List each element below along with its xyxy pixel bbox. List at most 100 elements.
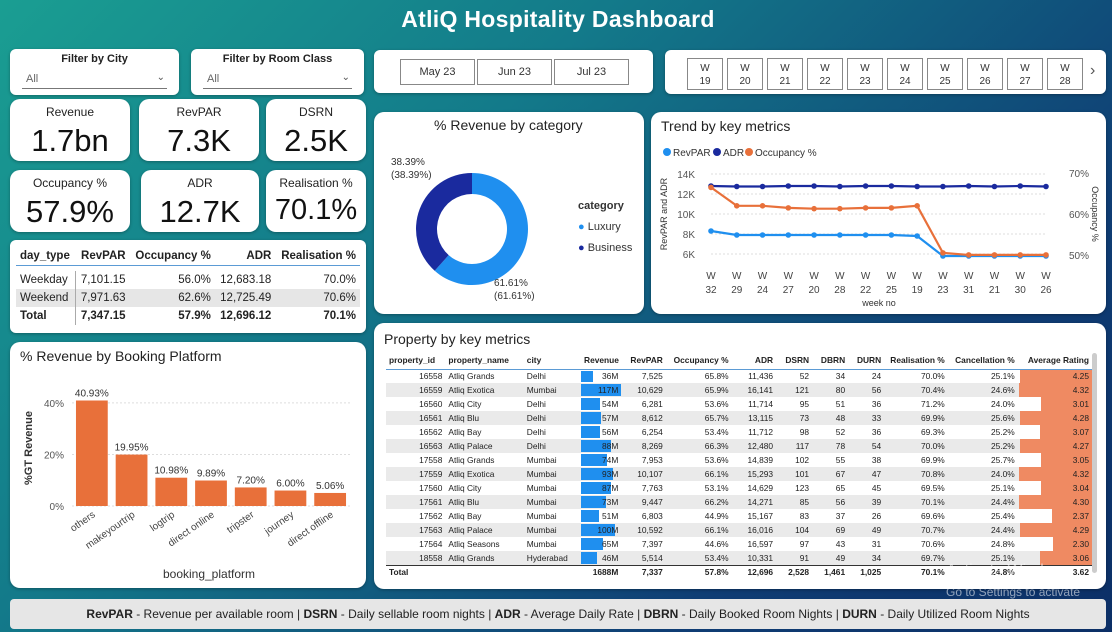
bar-makeyourtrip — [115, 454, 148, 506]
x-tick-prefix: W — [964, 271, 974, 282]
table-cell: 70.0% — [921, 371, 945, 382]
column-header[interactable]: Average Rating — [1027, 354, 1089, 365]
room-class-dropdown[interactable]: All ⌄ — [203, 72, 352, 89]
table-cell: Atliq City — [448, 399, 482, 409]
table-cell: 66.3% — [665, 439, 732, 453]
column-header[interactable]: DSRN — [785, 354, 810, 365]
week-button[interactable]: W 23 — [847, 58, 883, 90]
table-cell: 93M — [581, 467, 622, 481]
legend-label: Business — [587, 242, 633, 254]
column-header[interactable]: property_name — [448, 354, 509, 365]
column-header[interactable]: ADR — [754, 354, 774, 365]
series-point — [1017, 252, 1024, 258]
kpi-occupancy: Occupancy % 57.9% — [10, 170, 130, 232]
week-button[interactable]: W 25 — [927, 58, 963, 90]
rating-bar — [1040, 551, 1092, 565]
column-header[interactable]: Realisation % — [890, 354, 945, 365]
table-cell: 10,592 — [621, 523, 666, 537]
city-dropdown[interactable]: All ⌄ — [22, 72, 167, 89]
table-cell: 9,447 — [621, 495, 666, 509]
table-cell: 25.2% — [990, 427, 1015, 437]
table-cell: 121 — [776, 383, 813, 397]
table-cell: 117 — [776, 439, 813, 453]
kpi-adr: ADR 12.7K — [141, 170, 259, 232]
table-cell: 26 — [871, 511, 882, 521]
table-cell: 65.9% — [665, 383, 732, 397]
trend-line-chart: RevPAR ADR Occupancy % 14K 12K 10K 8K 6K 70% 60% 5… — [659, 148, 1100, 308]
week-prefix: W — [1060, 63, 1070, 74]
dash: - — [337, 607, 349, 621]
column-header[interactable]: property_id — [389, 354, 436, 365]
table-cell: 104 — [776, 523, 813, 537]
label-value: 61.61% — [494, 278, 528, 289]
room-class-filter[interactable]: Filter by Room Class All ⌄ — [191, 49, 364, 95]
week-button[interactable]: W 21 — [767, 58, 803, 90]
table-cell: 11,712 — [748, 427, 774, 437]
series-point — [888, 183, 895, 189]
table-cell: 52 — [835, 427, 846, 437]
table-cell: 16560 — [419, 399, 443, 409]
table-cell: 53.1% — [704, 483, 729, 493]
legend-marker — [745, 148, 753, 156]
week-number: 27 — [1019, 76, 1031, 87]
legend-item-luxury[interactable]: ● Luxury — [578, 221, 621, 233]
table-cell: 6,281 — [641, 399, 663, 409]
table-cell: 70.1% — [921, 567, 945, 578]
separator: | — [633, 607, 644, 621]
month-button[interactable]: May 23 — [400, 59, 475, 85]
week-button[interactable]: W 19 — [687, 58, 723, 90]
column-header[interactable]: city — [526, 354, 542, 365]
week-button[interactable]: W 20 — [727, 58, 763, 90]
y2-axis-title: Occupancy % — [1090, 186, 1100, 242]
column-header[interactable]: Occupancy % — [673, 354, 729, 365]
rating-bar — [1019, 411, 1092, 425]
table-row: Weekend 7,971.63 62.6% 12,725.49 70.6% — [16, 289, 360, 307]
series-point — [785, 232, 792, 238]
x-tick-label: 23 — [937, 285, 949, 296]
column-header[interactable]: Revenue — [584, 354, 619, 365]
city-dropdown-value: All — [26, 73, 39, 85]
table-cell: 53.6% — [704, 399, 729, 409]
table-cell: 1688M — [592, 567, 619, 578]
revenue-bar — [581, 496, 607, 508]
table-cell: 2,528 — [788, 567, 810, 578]
table-row: 16563 Atliq Palace Delhi 88M 8,269 66.3% 12,48… — [386, 439, 1092, 453]
legend-item-business[interactable]: ● Business — [578, 242, 633, 254]
table-cell: 25.7% — [990, 455, 1015, 465]
week-button[interactable]: W 27 — [1007, 58, 1043, 90]
rating-value: 3.06 — [1072, 552, 1089, 563]
table-cell: 80 — [812, 383, 849, 397]
column-header[interactable]: DURN — [856, 354, 882, 365]
data-label: 40.93% — [75, 388, 109, 399]
week-button[interactable]: W 26 — [967, 58, 1003, 90]
legend-label: Luxury — [587, 221, 621, 233]
x-tick-prefix: W — [1016, 271, 1026, 282]
table-cell: Weekend — [16, 289, 76, 307]
watermark-line1: Activate Windows — [946, 562, 1073, 579]
week-button[interactable]: W 28 — [1047, 58, 1083, 90]
week-button[interactable]: W 22 — [807, 58, 843, 90]
month-button[interactable]: Jun 23 — [477, 59, 552, 85]
revenue-value: 93M — [602, 469, 619, 479]
week-button[interactable]: W 24 — [887, 58, 923, 90]
chart-title: Property by key metrics — [384, 331, 531, 347]
column-header[interactable]: Cancellation % — [955, 354, 1015, 365]
column-header[interactable]: RevPAR — [630, 354, 663, 365]
table-cell: 66.1% — [665, 467, 732, 481]
table-total-row: Total 1688M 7,337 57.8% 12,696 2,528 1,461 1,02… — [386, 565, 1092, 579]
table-cell: 4.32 — [1017, 383, 1092, 397]
x-axis-title: week no — [861, 298, 896, 308]
kpi-value: 1.7bn — [31, 123, 109, 158]
table-cell: 25.6% — [947, 411, 1018, 425]
month-button[interactable]: Jul 23 — [554, 59, 629, 85]
table-cell: 70.4% — [884, 383, 948, 397]
vertical-scrollbar[interactable] — [1092, 353, 1097, 573]
series-point — [940, 250, 946, 256]
chevron-right-icon[interactable]: › — [1090, 62, 1096, 79]
column-header[interactable]: DBRN — [820, 354, 846, 365]
table-cell: 57.9% — [178, 310, 211, 322]
city-filter[interactable]: Filter by City All ⌄ — [10, 49, 179, 95]
series-point — [862, 205, 869, 211]
table-cell: 69.9% — [921, 455, 945, 465]
platform-bar-chart: 40% 20% 0% %GT Revenue booking_platform 40.93… — [23, 388, 350, 581]
